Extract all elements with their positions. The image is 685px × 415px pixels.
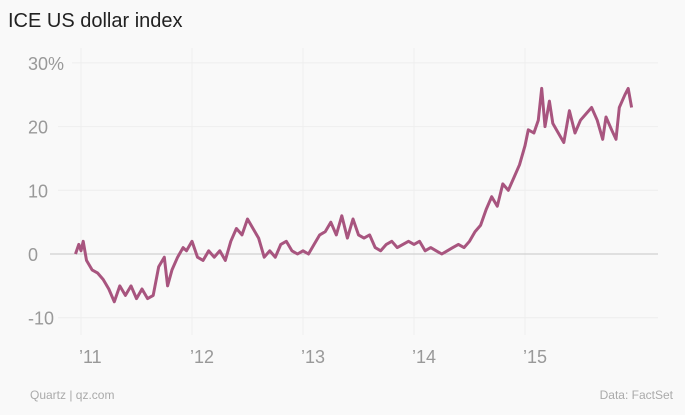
y-tick-label: 0 — [28, 245, 38, 265]
data-source: Data: FactSet — [599, 388, 673, 402]
y-tick-label: 10 — [28, 181, 48, 201]
y-tick-label: 20 — [28, 118, 48, 138]
series-line-dollar-index — [74, 86, 634, 304]
y-tick-label: -10 — [28, 309, 54, 329]
chart-title: ICE US dollar index — [8, 10, 183, 32]
source-credit: Quartz | qz.com — [30, 388, 115, 402]
x-tick-label: ’13 — [301, 347, 325, 367]
x-tick-label: ’12 — [190, 347, 214, 367]
x-tick-label: ’14 — [412, 347, 436, 367]
x-tick-label: ’11 — [79, 347, 102, 367]
x-tick-label: ’15 — [523, 347, 547, 367]
y-tick-label: 30% — [28, 54, 64, 74]
